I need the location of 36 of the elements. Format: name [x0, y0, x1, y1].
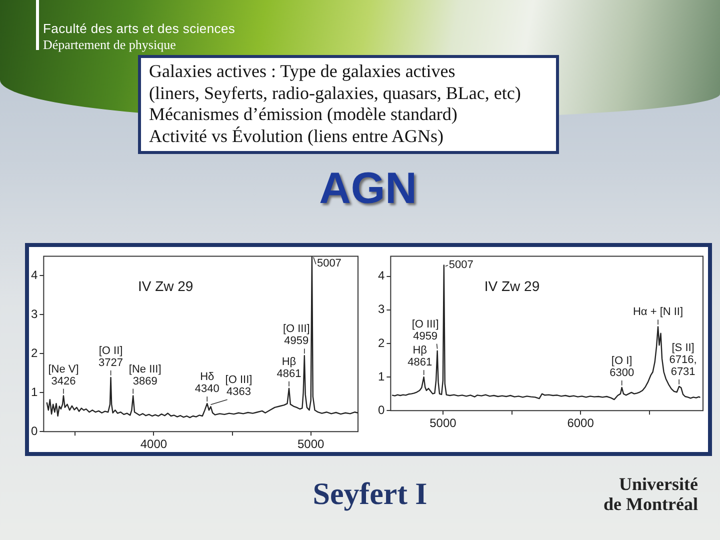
text: IV Zw 29 — [484, 278, 540, 294]
annotation: [O II] 3727 — [98, 344, 124, 369]
annotation: 5007 — [448, 258, 474, 271]
annotation: [Ne III] 3869 — [128, 363, 162, 388]
y-tick-label: 2 — [30, 346, 38, 360]
y-tick-label: 0 — [378, 402, 385, 417]
annotation: Hβ 4861 — [408, 344, 432, 369]
annotation: [Ne V] 3426 — [48, 363, 79, 388]
y-tick-label: 2 — [378, 336, 385, 350]
text: Seyfert I — [312, 476, 428, 511]
y-tick-label: 4 — [30, 268, 38, 282]
x-tick-label: 6000 — [567, 416, 594, 430]
y-tick-label: 1 — [378, 369, 385, 384]
annotation: Hβ 4861 — [276, 356, 302, 380]
annotation: [O III] 4959 — [282, 323, 310, 348]
annotation: [O I] 6300 — [610, 354, 634, 379]
annotation: [O III] 4959 — [412, 318, 439, 342]
y-tick-label: 3 — [30, 306, 38, 321]
annotation: Hδ 4340 — [194, 371, 220, 396]
text-box: Galaxies actives : Type de galaxies actives (liners, Seyferts, radio-galaxies, quasars, BLac, etc) Mécanismes d’émission (modèle standard) Activité vs Évolution (liens entre AGNs) — [138, 55, 559, 154]
text: Université de Montréal — [602, 474, 698, 514]
x-tick-label: 5000 — [430, 416, 457, 430]
annotation: [S II] 6716, 6731 — [669, 342, 697, 378]
annotation: 5007 — [316, 258, 342, 270]
y-tick-label: 4 — [378, 268, 385, 283]
y-tick-label: 0 — [30, 424, 38, 438]
text: Faculté des arts et des sciences — [43, 21, 236, 36]
text: IV Zw 29 — [138, 278, 194, 294]
y-tick-label: 1 — [30, 384, 38, 399]
x-tick-label: 5000 — [298, 437, 325, 452]
text: Département de physique — [43, 37, 176, 53]
x-tick-label: 4000 — [140, 437, 168, 452]
annotation: Hα + [N II] — [632, 306, 684, 318]
y-tick-label: 3 — [378, 302, 385, 316]
annotation: [O III] 4363 — [225, 374, 252, 398]
text: AGN — [318, 164, 418, 214]
